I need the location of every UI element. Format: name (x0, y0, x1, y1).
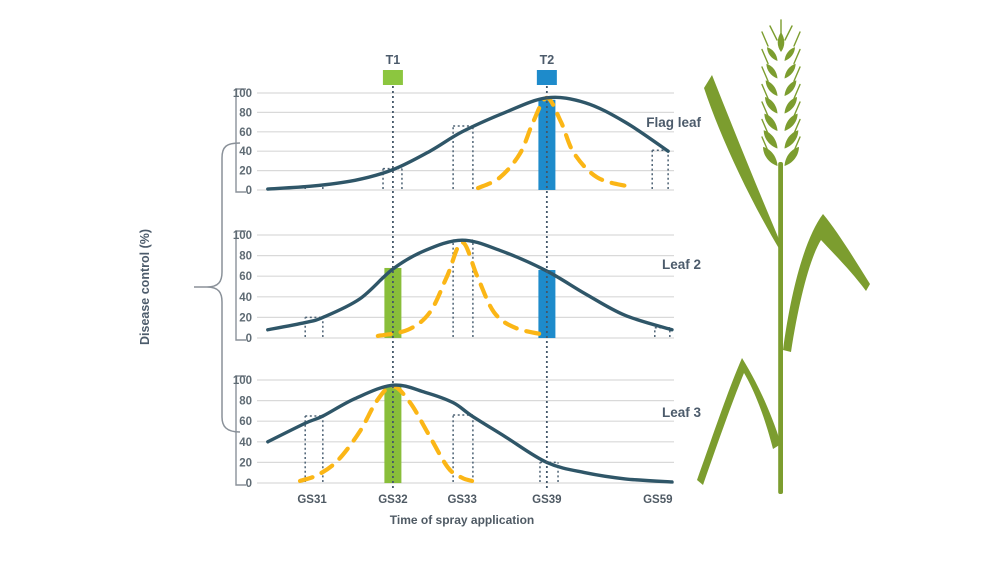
wheat-kernel-left (766, 63, 778, 79)
disease-control-curve (266, 95, 670, 191)
wheat-kernel-right (784, 113, 798, 131)
panel-leaf-3: 100 80 60 40 20 0 Leaf 3 (233, 375, 702, 490)
panel-label: Leaf 3 (662, 405, 702, 420)
spray-timing-bar-t1 (384, 385, 402, 484)
wheat-kernel-left (765, 96, 778, 114)
y-tick-label: 60 (239, 416, 252, 428)
wheat-kernel-left (765, 80, 778, 96)
wheat-kernel-right (784, 130, 799, 149)
timing-swatch-t2 (536, 70, 557, 85)
y-tick-label: 0 (246, 333, 252, 345)
wheat-kernel-left (763, 130, 778, 149)
range-marker (539, 461, 559, 482)
x-tick-label: GS59 (643, 494, 672, 506)
y-tick-label: 100 (233, 88, 252, 100)
x-tick-label: GS33 (447, 494, 476, 506)
timing-label-t1: T1 (386, 53, 401, 67)
wheat-kernel-right (784, 96, 797, 114)
y-axis-brace (206, 142, 241, 433)
x-axis-title: Time of spray application (390, 513, 534, 527)
y-tick-label: 100 (233, 375, 252, 387)
y-tick-label: 0 (246, 478, 252, 490)
y-tick-label: 40 (239, 146, 252, 158)
y-tick-label: 80 (239, 251, 252, 263)
panel-axis-bracket (235, 230, 246, 341)
wheat-kernel-left (767, 47, 778, 61)
wheat-leaf-3 (697, 358, 781, 485)
wheat-kernel-right (784, 80, 797, 96)
spray-timing-bar-t2 (538, 99, 556, 190)
disease-control-curve (266, 238, 674, 332)
range-marker (651, 149, 669, 189)
y-tick-label: 100 (233, 230, 252, 242)
panel-label: Flag leaf (646, 115, 701, 130)
wheat-kernel-left (764, 113, 778, 131)
x-tick-label: GS39 (532, 494, 561, 506)
wheat-leaf-2 (783, 214, 870, 352)
panel-axis-bracket (235, 88, 246, 193)
y-tick-label: 80 (239, 107, 252, 119)
panel-leaf-2: 100 80 60 40 20 0 Leaf 2 (233, 230, 701, 345)
panel-flag-leaf: 100 80 60 40 20 0 Flag leaf (233, 88, 702, 197)
range-marker (654, 326, 671, 337)
y-tick-label: 60 (239, 271, 252, 283)
y-tick-label: 20 (239, 166, 252, 178)
wheat-plant-illustration (697, 19, 870, 494)
protection-window-curve (375, 240, 548, 339)
wheat-kernel-top (777, 32, 785, 52)
y-tick-label: 60 (239, 127, 252, 139)
x-tick-label: GS32 (378, 494, 407, 506)
y-tick-label: 40 (239, 292, 252, 304)
y-tick-label: 40 (239, 437, 252, 449)
timing-swatch-t1 (382, 70, 403, 85)
y-tick-label: 20 (239, 312, 252, 324)
x-tick-label: GS31 (297, 494, 327, 506)
wheat-kernel-right (784, 47, 795, 61)
wheat-kernel-left (763, 146, 778, 166)
panel-label: Leaf 2 (662, 257, 701, 272)
timing-label-t2: T2 (540, 53, 555, 67)
y-axis-title: Disease control (%) (138, 229, 152, 345)
spray-timing-bar-t2 (538, 270, 556, 339)
wheat-kernel-right (784, 63, 796, 79)
panel-axis-bracket (235, 375, 246, 486)
range-marker (452, 414, 474, 482)
y-tick-label: 80 (239, 396, 252, 408)
disease-control-curve (266, 383, 674, 484)
y-tick-label: 0 (246, 185, 252, 197)
wheat-flag-leaf (704, 75, 781, 252)
y-tick-label: 20 (239, 457, 252, 469)
wheat-kernel-right (784, 146, 799, 166)
